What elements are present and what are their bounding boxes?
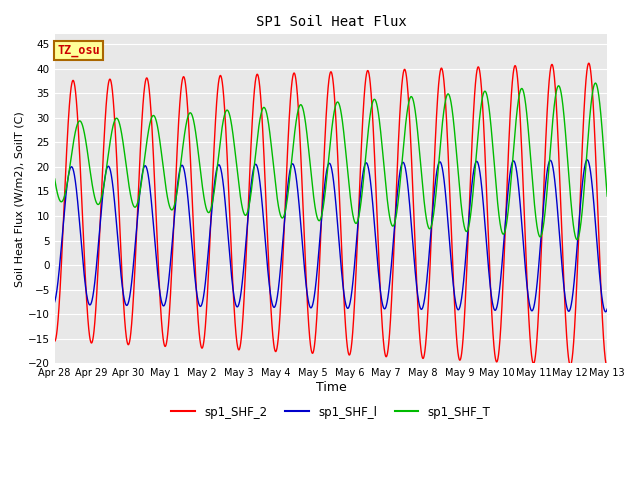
- Y-axis label: Soil Heat Flux (W/m2), SoilT (C): Soil Heat Flux (W/m2), SoilT (C): [15, 111, 25, 287]
- Title: SP1 Soil Heat Flux: SP1 Soil Heat Flux: [255, 15, 406, 29]
- Legend: sp1_SHF_2, sp1_SHF_l, sp1_SHF_T: sp1_SHF_2, sp1_SHF_l, sp1_SHF_T: [166, 401, 495, 423]
- Text: TZ_osu: TZ_osu: [58, 44, 100, 57]
- X-axis label: Time: Time: [316, 381, 346, 394]
